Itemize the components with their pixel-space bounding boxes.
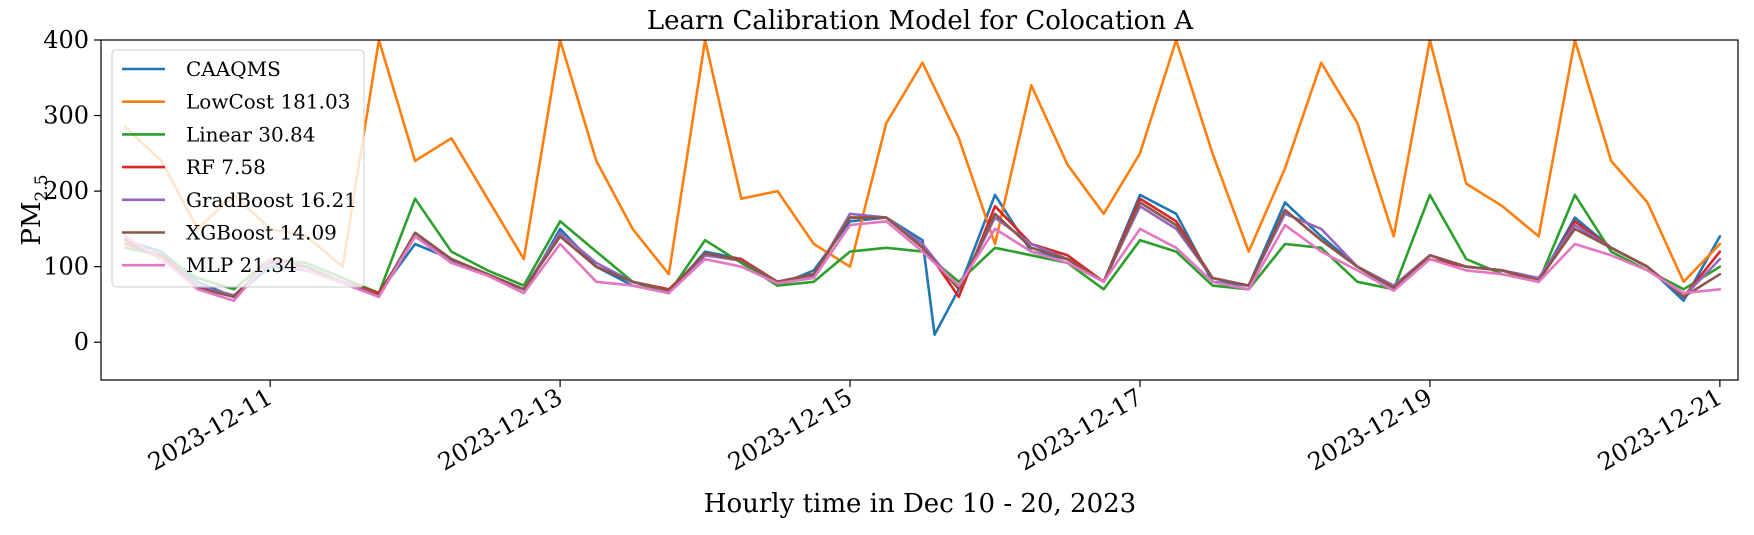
x-tick-label: 2023-12-17 xyxy=(1013,383,1147,476)
y-tick-label: 300 xyxy=(43,102,89,130)
legend-label: XGBoost 14.09 xyxy=(186,221,337,245)
x-axis-label: Hourly time in Dec 10 - 20, 2023 xyxy=(704,489,1136,519)
legend-label: LowCost 181.03 xyxy=(186,90,350,114)
y-tick-label: 0 xyxy=(74,328,89,356)
plot-area xyxy=(100,39,1739,381)
legend-label: RF 7.58 xyxy=(186,155,266,179)
series-line-6 xyxy=(123,220,1722,302)
y-axis-label-subscript: 2.5 xyxy=(32,174,52,201)
x-tick-label: 2023-12-19 xyxy=(1303,383,1437,476)
legend-label: GradBoost 16.21 xyxy=(186,188,357,212)
x-tick-label: 2023-12-11 xyxy=(143,383,277,476)
chart-title: Learn Calibration Model for Colocation A xyxy=(647,6,1194,36)
y-tick-label: 400 xyxy=(43,26,89,54)
y-axis: 0 100 200 300 400 xyxy=(43,26,101,356)
plot-frame xyxy=(100,39,1739,381)
legend-label: Linear 30.84 xyxy=(186,122,316,146)
y-tick-label: 100 xyxy=(43,253,89,281)
x-axis: 2023-12-11 2023-12-13 2023-12-15 2023-12-17… xyxy=(143,380,1727,476)
series-layer xyxy=(123,40,1722,336)
legend-label: CAAQMS xyxy=(186,57,281,81)
y-axis-label-main: PM xyxy=(17,201,47,245)
legend: CAAQMS LowCost 181.03 Linear 30.84 RF 7.58 G… xyxy=(111,49,365,288)
legend-box xyxy=(111,49,365,288)
x-tick-label: 2023-12-21 xyxy=(1593,383,1727,476)
x-tick-label: 2023-12-15 xyxy=(723,383,857,476)
series-line-1 xyxy=(123,40,1722,284)
y-axis-label: PM2.5 xyxy=(17,174,52,245)
y-tick-label: 200 xyxy=(43,177,89,205)
legend-label: MLP 21.34 xyxy=(186,253,297,277)
x-tick-label: 2023-12-13 xyxy=(433,383,567,476)
